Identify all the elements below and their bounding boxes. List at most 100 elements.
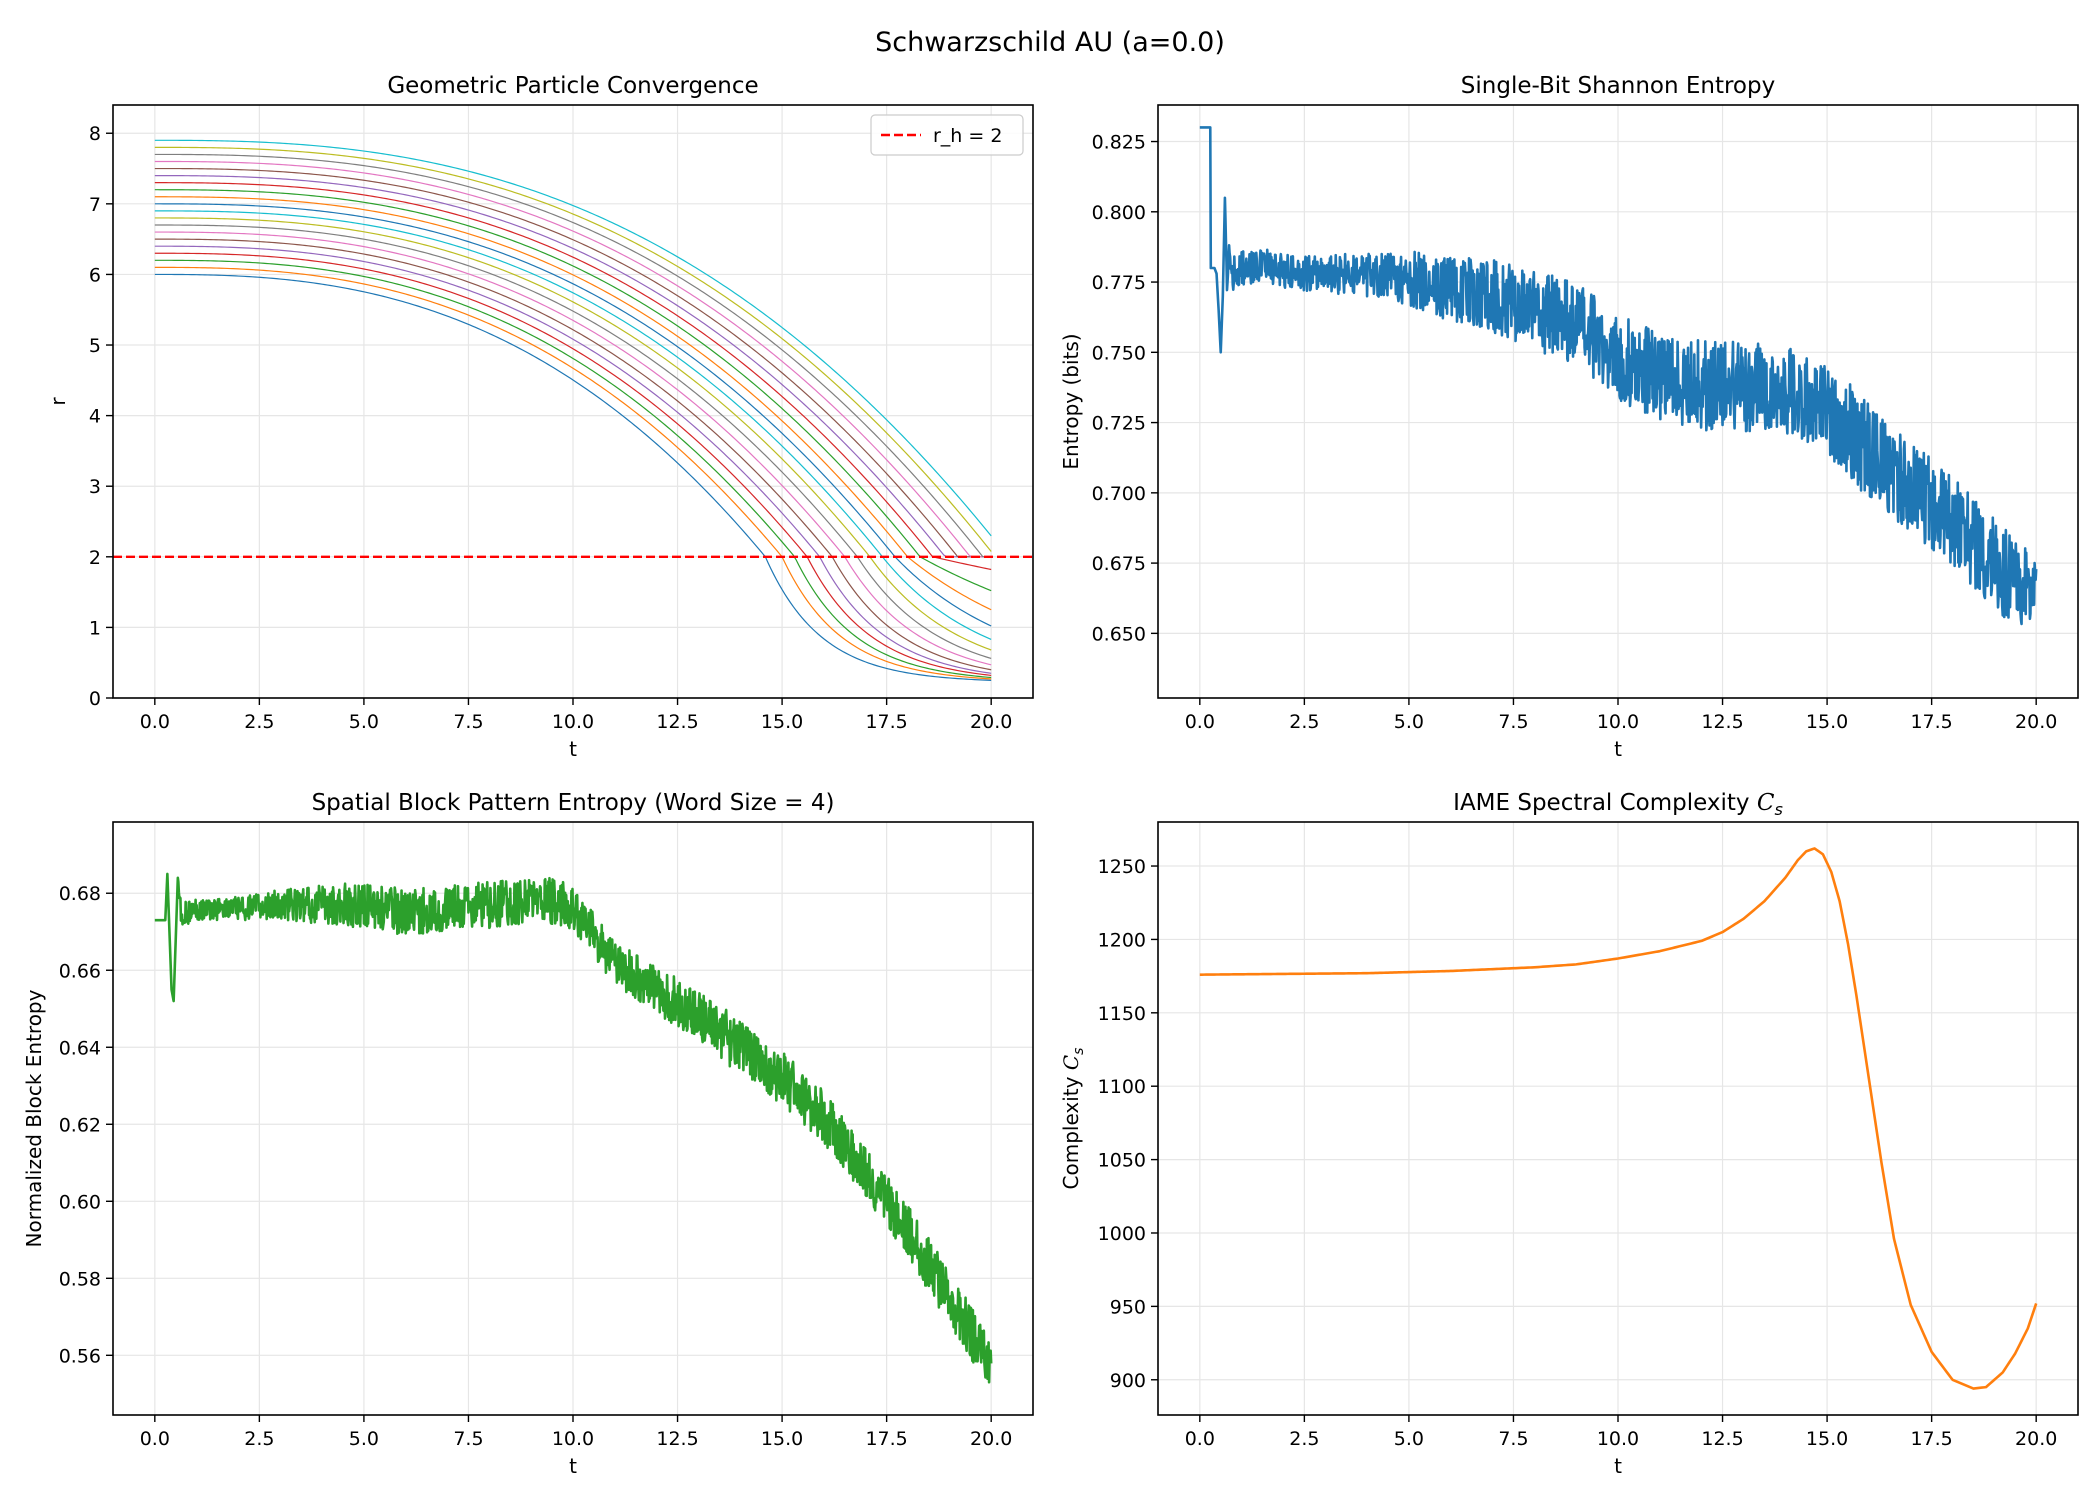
x-tick-label: 17.5: [1910, 711, 1952, 733]
x-tick-label: 12.5: [1701, 1428, 1743, 1450]
series-line-shannon: [1199, 126, 2038, 626]
y-axis-label-complexity: Complexity Cs: [1059, 1048, 1087, 1190]
y-tick-label: 0.650: [1092, 623, 1146, 645]
y-tick-label: 0.68: [59, 883, 101, 905]
x-tick-label: 2.5: [1289, 1428, 1319, 1450]
y-axis-label-shannon: Entropy (bits): [1059, 333, 1083, 469]
particle-trajectory: [154, 266, 992, 680]
y-tick-label: 0.725: [1092, 413, 1146, 435]
particle-trajectory: [154, 139, 992, 537]
x-tick-label: 20.0: [2015, 711, 2057, 733]
x-tick-label: 10.0: [1597, 711, 1639, 733]
x-axis-label-complexity: t: [1614, 1454, 1622, 1478]
particle-trajectory: [154, 217, 992, 651]
x-tick-label: 10.0: [552, 1428, 594, 1450]
charts-layer: 0.0 2.5 5.0 7.5 10.0 12.5 15.0 17.5 20.0 0 1 2 3 4 5 6 7…: [22, 73, 2079, 1478]
y-tick-label: 0.62: [59, 1114, 101, 1136]
x-tick-label: 7.5: [453, 1428, 483, 1450]
y-tick-label: 0.675: [1092, 553, 1146, 575]
y-tick-label: 1050: [1098, 1150, 1146, 1172]
y-tick-label: 7: [89, 194, 101, 216]
chart-shannon: 0.0 2.5 5.0 7.5 10.0 12.5 15.0 17.5 20.0 0.650 0.6…: [1059, 73, 2079, 761]
y-tick-label: 8: [89, 123, 101, 145]
y-axis-label-group-particle: r: [46, 397, 70, 406]
y-tick-label: 1100: [1098, 1076, 1146, 1098]
x-tick-label: 7.5: [1498, 711, 1528, 733]
particle-trajectory: [154, 252, 992, 677]
plot-area-particle: [113, 139, 1033, 681]
series-line-complexity: [1199, 847, 2038, 1390]
y-tick-label: 0.700: [1092, 483, 1146, 505]
y-tick-label: 1: [89, 617, 101, 639]
particle-trajectory: [154, 210, 992, 640]
chart-complexity: 0.0 2.5 5.0 7.5 10.0 12.5 15.0 17.5 20.0 900 950 10…: [1059, 790, 2079, 1478]
y-tick-label: 1150: [1098, 1003, 1146, 1025]
y-tick-label: 2: [89, 547, 101, 569]
grid-particle: [113, 105, 1033, 699]
x-tick-label: 20.0: [970, 711, 1012, 733]
particle-trajectory: [154, 182, 992, 571]
particle-trajectory: [154, 245, 992, 674]
particle-trajectory: [154, 259, 992, 679]
x-tick-label: 0.0: [1185, 711, 1215, 733]
y-axis-label-block: Normalized Block Entropy: [22, 989, 46, 1247]
y-tick-label: 0.58: [59, 1268, 101, 1290]
legend-label: r_h = 2: [933, 125, 1002, 147]
y-axis-label-group-shannon: Entropy (bits): [1059, 333, 1083, 469]
particle-trajectory: [154, 189, 992, 592]
y-tick-label: 900: [1110, 1370, 1146, 1392]
x-tick-label: 17.5: [865, 711, 907, 733]
x-tick-label: 15.0: [761, 711, 803, 733]
grid-block: [113, 822, 1033, 1415]
x-tick-label: 12.5: [1701, 711, 1743, 733]
x-axis-label-shannon: t: [1614, 737, 1622, 761]
chart-title-particle: Geometric Particle Convergence: [387, 73, 758, 99]
grid-complexity: [1158, 822, 2078, 1415]
particle-trajectory: [154, 224, 992, 660]
y-tick-label: 1000: [1098, 1223, 1146, 1245]
y-tick-label: 1250: [1098, 856, 1146, 878]
y-tick-label: 0.56: [59, 1345, 101, 1367]
x-tick-label: 10.0: [552, 711, 594, 733]
plot-area-block: [154, 872, 993, 1384]
y-tick-label: 0.64: [59, 1037, 101, 1059]
x-tick-label: 5.0: [1394, 1428, 1424, 1450]
particle-trajectory: [154, 167, 992, 558]
chart-block: 0.0 2.5 5.0 7.5 10.0 12.5 15.0 17.5 20.0 0.56 0.58…: [22, 790, 1034, 1478]
grid-shannon: [1158, 105, 2078, 698]
y-tick-label: 6: [89, 264, 101, 286]
series-line-block: [154, 872, 993, 1384]
y-tick-label: 4: [89, 406, 101, 428]
x-axis-label-particle: t: [569, 737, 577, 761]
x-tick-label: 17.5: [865, 1428, 907, 1450]
x-tick-label: 0.0: [1185, 1428, 1215, 1450]
chart-title-shannon: Single-Bit Shannon Entropy: [1461, 73, 1775, 99]
x-tick-label: 0.0: [140, 1428, 170, 1450]
x-tick-label: 5.0: [349, 711, 379, 733]
x-tick-label: 12.5: [656, 711, 698, 733]
particle-trajectory: [154, 160, 992, 558]
y-tick-label: 0.750: [1092, 342, 1146, 364]
particle-trajectory: [154, 153, 992, 558]
x-tick-label: 20.0: [2015, 1428, 2057, 1450]
x-tick-label: 2.5: [1289, 711, 1319, 733]
particle-trajectory: [154, 175, 992, 558]
plot-area-shannon: [1199, 126, 2038, 626]
legend-box: [870, 114, 1024, 156]
y-tick-label: 5: [89, 335, 101, 357]
x-tick-label: 12.5: [656, 1428, 698, 1450]
particle-trajectory: [154, 273, 992, 681]
x-tick-label: 7.5: [453, 711, 483, 733]
x-tick-label: 20.0: [970, 1428, 1012, 1450]
y-axis-label-group-block: Normalized Block Entropy: [22, 989, 46, 1247]
particle-trajectory: [154, 238, 992, 671]
y-tick-label: 0.66: [59, 960, 101, 982]
y-tick-label: 0: [89, 688, 101, 710]
x-tick-label: 5.0: [1394, 711, 1424, 733]
x-tick-label: 2.5: [244, 1428, 274, 1450]
particle-trajectory: [154, 196, 992, 611]
legend-particle: r_h = 2: [870, 114, 1024, 156]
y-tick-label: 0.60: [59, 1191, 101, 1213]
